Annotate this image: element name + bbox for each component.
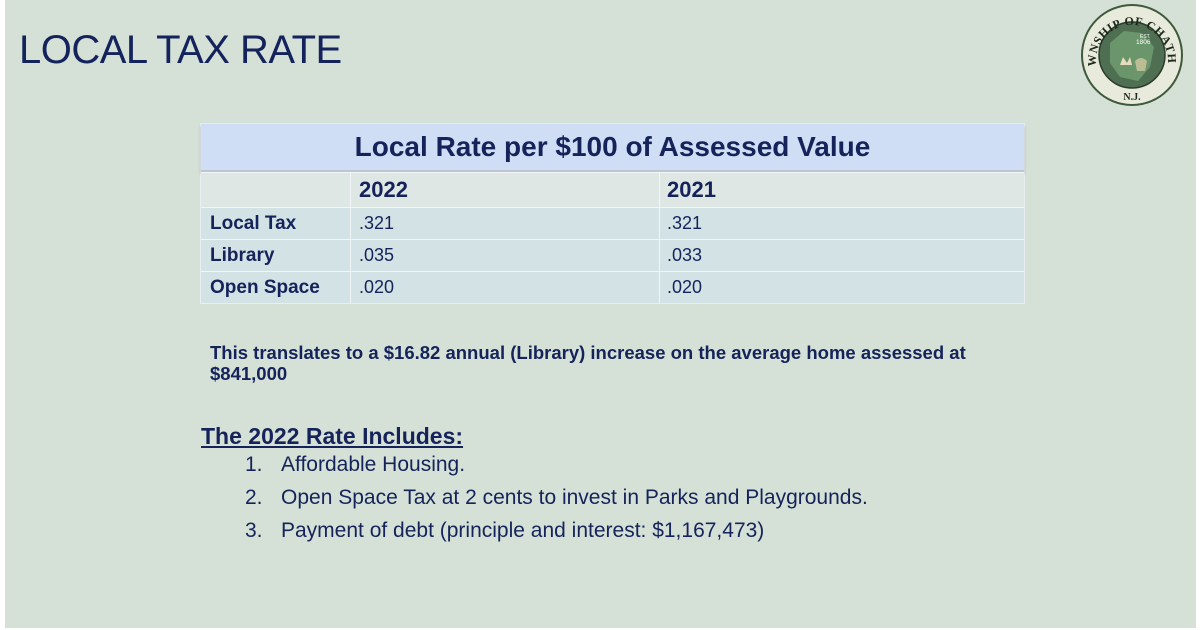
list-item-number: 3.: [245, 519, 263, 542]
list-item: 1. Affordable Housing.: [245, 451, 868, 484]
rate-2021: .321: [667, 213, 703, 233]
seal-year: 1806: [1136, 39, 1151, 46]
table-row: Library .035 .033: [201, 239, 1024, 271]
rate-table: Local Rate per $100 of Assessed Value 20…: [200, 123, 1025, 304]
rate-2022: .035: [351, 240, 660, 271]
slide: LOCAL TAX RATE TOWNSHIP OF CHATHAM EST. …: [5, 0, 1196, 628]
includes-heading: The 2022 Rate Includes:: [201, 423, 464, 449]
list-item: 3. Payment of debt (principle and intere…: [245, 517, 868, 550]
rate-2022: .321: [351, 208, 660, 239]
column-header-label: [201, 173, 351, 207]
column-header-2021: 2021: [667, 177, 716, 202]
rate-2021: .033: [667, 245, 703, 265]
list-item-text: Affordable Housing.: [281, 453, 466, 476]
table-column-header-row: 2022 2021: [201, 172, 1024, 207]
list-item-number: 2.: [245, 486, 263, 509]
table-title: Local Rate per $100 of Assessed Value: [201, 124, 1024, 172]
rate-2021: .020: [667, 277, 703, 297]
list-item-text: Payment of debt (principle and interest:…: [281, 519, 765, 542]
list-item-number: 1.: [245, 453, 263, 476]
seal-est: EST.: [1140, 34, 1151, 40]
table-row: Local Tax .321 .321: [201, 207, 1024, 239]
township-seal-logo: TOWNSHIP OF CHATHAM EST. 1806 N.J.: [1080, 3, 1183, 106]
slide-title: LOCAL TAX RATE: [19, 28, 342, 72]
row-label: Local Tax: [201, 208, 351, 239]
rate-2022: .020: [351, 272, 660, 303]
seal-state: N.J.: [1123, 92, 1141, 103]
library-increase-note: This translates to a $16.82 annual (Libr…: [210, 342, 966, 384]
row-label: Open Space: [201, 272, 351, 303]
row-label: Library: [201, 240, 351, 271]
list-item-text: Open Space Tax at 2 cents to invest in P…: [281, 486, 868, 509]
includes-list: 1. Affordable Housing. 2. Open Space Tax…: [245, 451, 868, 550]
table-row: Open Space .020 .020: [201, 271, 1024, 303]
list-item: 2. Open Space Tax at 2 cents to invest i…: [245, 484, 868, 517]
column-header-2022: 2022: [351, 173, 660, 207]
